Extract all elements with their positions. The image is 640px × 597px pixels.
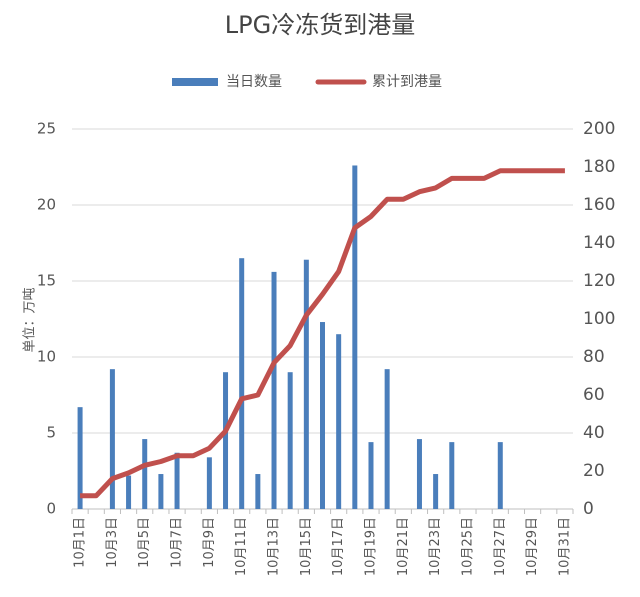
- bar: [158, 474, 164, 509]
- x-tick-label: 10月13日: [267, 517, 282, 576]
- x-tick-label: 10月11日: [234, 517, 249, 576]
- bar: [126, 475, 132, 509]
- x-tick-label: 10月3日: [105, 517, 120, 568]
- bar: [174, 452, 180, 509]
- y2-tick-label: 40: [583, 423, 605, 443]
- bar: [449, 442, 455, 509]
- y2-tick-label: 140: [583, 233, 615, 253]
- y-tick-label: 5: [46, 424, 56, 442]
- y-tick-label: 20: [37, 196, 56, 214]
- bar: [368, 442, 374, 509]
- bar: [336, 334, 342, 509]
- y2-tick-label: 20: [583, 461, 605, 481]
- bar: [320, 322, 325, 509]
- bar: [497, 442, 503, 509]
- x-tick-label: 10月23日: [428, 517, 443, 576]
- x-tick-label: 10月29日: [525, 517, 540, 576]
- bar: [271, 271, 277, 509]
- y2-tick-label: 180: [583, 157, 615, 177]
- bar: [416, 439, 422, 509]
- bar: [352, 165, 358, 510]
- chart-title: LPG冷冻货到港量: [225, 11, 415, 39]
- legend-label: 累计到港量: [372, 74, 442, 90]
- y2-tick-label: 200: [583, 119, 615, 139]
- bar: [77, 407, 83, 509]
- x-tick-label: 10月5日: [137, 517, 152, 568]
- y2-tick-label: 160: [583, 195, 615, 215]
- x-tick-label: 10月17日: [331, 517, 346, 576]
- bar: [109, 369, 115, 509]
- y2-tick-label: 80: [583, 347, 605, 367]
- x-tick-label: 10月21日: [396, 517, 411, 576]
- y-tick-label: 25: [37, 120, 56, 138]
- x-tick-label: 10月1日: [73, 517, 88, 568]
- x-tick-label: 10月27日: [493, 517, 508, 576]
- x-tick-label: 10月25日: [460, 517, 475, 576]
- y-tick-label: 10: [37, 348, 56, 366]
- line: [80, 168, 565, 499]
- y-axis-label: 单位：万吨: [23, 287, 38, 352]
- bar: [255, 474, 261, 509]
- x-tick-label: 10月15日: [299, 517, 314, 576]
- bar: [223, 372, 229, 509]
- y-tick-label: 0: [46, 500, 56, 518]
- bar: [303, 259, 309, 509]
- legend-swatch: [172, 78, 218, 86]
- y2-tick-label: 0: [583, 499, 594, 519]
- bar: [142, 439, 148, 509]
- y2-tick-label: 60: [583, 385, 605, 405]
- bar: [239, 258, 245, 509]
- y2-tick-label: 120: [583, 271, 615, 291]
- x-tick-label: 10月19日: [363, 517, 378, 576]
- y2-tick-label: 100: [583, 309, 615, 329]
- bar: [287, 372, 293, 509]
- bar: [384, 369, 390, 509]
- bar: [433, 474, 439, 509]
- x-tick-label: 10月9日: [202, 517, 217, 568]
- y-tick-label: 15: [37, 272, 56, 290]
- x-tick-label: 10月7日: [170, 517, 185, 568]
- x-tick-label: 10月31日: [557, 517, 572, 576]
- bar: [206, 457, 212, 509]
- legend-label: 当日数量: [226, 74, 282, 90]
